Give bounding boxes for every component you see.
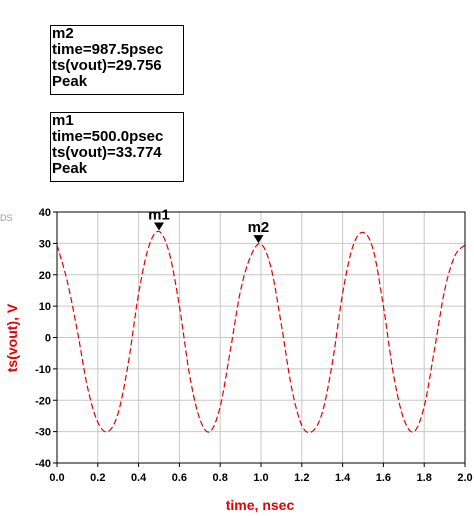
corner-text: DS: [0, 213, 13, 223]
y-tick-label: 0: [45, 333, 51, 345]
marker-time-m1: time=500.0psec: [52, 128, 164, 145]
marker-name-m1: m1: [52, 112, 74, 129]
marker-value-m1: ts(vout)=33.774: [52, 144, 162, 161]
x-tick-label: 1.2: [294, 472, 309, 484]
x-tick-label: 0.2: [90, 472, 105, 484]
marker-kind-m1: Peak: [52, 160, 88, 177]
x-tick-label: 0.8: [213, 472, 228, 484]
y-tick-label: 30: [39, 238, 51, 250]
x-tick-label: 1.4: [335, 472, 351, 484]
x-tick-label: 0.4: [131, 472, 147, 484]
marker-name-m2: m2: [52, 25, 74, 42]
marker-triangle-m1[interactable]: [154, 222, 164, 231]
marker-value-m2: ts(vout)=29.756: [52, 57, 162, 74]
y-tick-label: -20: [35, 395, 51, 407]
marker-label-m2: m2: [248, 219, 270, 236]
y-tick-label: -40: [35, 458, 51, 470]
y-tick-label: -10: [35, 364, 51, 376]
marker-kind-m2: Peak: [52, 73, 88, 90]
series-line: [56, 230, 466, 434]
x-tick-label: 1.8: [417, 472, 432, 484]
chart-area[interactable]: 40 30 20 10 0 -10 -20 -30 -40 0.0 0.2 0.4 0.6 0.8 1.0 1…: [0, 195, 474, 495]
x-tick-label: 0.0: [49, 472, 64, 484]
y-tick-label: 40: [39, 207, 51, 219]
y-axis-label: ts(vout), V: [4, 303, 20, 373]
x-tick-label: 0.6: [172, 472, 187, 484]
x-axis-label: time, nsec: [225, 497, 295, 513]
y-tick-label: 10: [39, 301, 51, 313]
y-tick-label: 20: [39, 270, 51, 282]
marker-readout-m2[interactable]: m2 time=987.5psec ts(vout)=29.756 Peak: [50, 25, 184, 95]
x-tick-label: 1.6: [376, 472, 391, 484]
marker-time-m2: time=987.5psec: [52, 41, 164, 58]
x-tick-label: 1.0: [253, 472, 268, 484]
marker-label-m1: m1: [148, 207, 170, 224]
x-tick-label: 2.0: [457, 472, 472, 484]
marker-readout-m1[interactable]: m1 time=500.0psec ts(vout)=33.774 Peak: [50, 112, 184, 182]
y-tick-label: -30: [35, 427, 51, 439]
marker-triangle-m2[interactable]: [253, 235, 264, 244]
